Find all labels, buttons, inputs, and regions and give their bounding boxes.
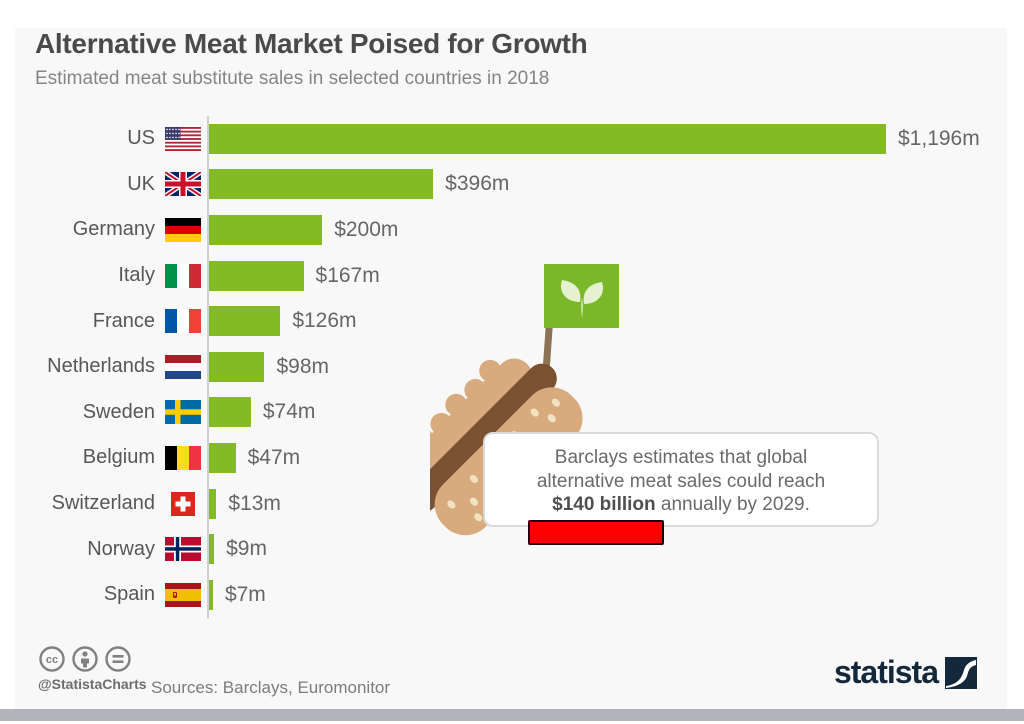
chart-row-ch: Switzerland $13m [15, 480, 1007, 527]
country-label: Switzerland [51, 492, 155, 515]
statista-logo-mark-icon [945, 656, 977, 689]
annotation-rest: annually by 2029. [655, 494, 810, 515]
creative-commons-icons: cc [38, 645, 132, 673]
bar [209, 169, 434, 200]
bar-cell: $13m [207, 480, 1007, 527]
flag-de-icon [165, 217, 201, 242]
chart-row-de: Germany $200m [15, 207, 1007, 253]
country-label: Spain [103, 583, 155, 606]
flag-uk-icon [165, 172, 201, 197]
country-label: UK [127, 172, 155, 195]
flag-no-icon [165, 537, 201, 562]
bar-cell: $74m [207, 389, 1007, 436]
value-label: $98m [276, 354, 329, 378]
bar [209, 488, 217, 519]
bar-cell: $396m [207, 161, 1007, 208]
flag-be-icon [165, 445, 201, 470]
flag-nl-icon [165, 354, 201, 379]
bar [209, 442, 236, 473]
flag-es-icon [165, 582, 201, 607]
infographic-canvas: Alternative Meat Market Poised for Growt… [15, 28, 1007, 709]
chart-row-es: Spain $7m [15, 571, 1007, 618]
value-label: $74m [262, 400, 316, 424]
bar-cell: $47m [207, 435, 1007, 481]
chart-row-fr: France $126m [15, 298, 1007, 344]
bar-chart: US $1,196m UK $396m Germany $200m Italy … [15, 116, 1007, 618]
statista-logo-text: statista [833, 654, 939, 690]
bar [209, 534, 215, 565]
flag-se-icon [165, 400, 201, 425]
bar-cell: $1,196m [207, 116, 1007, 162]
country-label: France [92, 309, 155, 332]
chart-row-uk: UK $396m [15, 161, 1007, 208]
value-label: $47m [247, 445, 301, 469]
value-label: $126m [292, 309, 357, 333]
value-label: $167m [315, 263, 380, 287]
annotation-bold: $140 billion [552, 494, 656, 515]
bar [209, 351, 265, 382]
bar-cell: $7m [207, 571, 1007, 618]
value-label: $1,196m [898, 126, 980, 150]
bar-cell: $9m [207, 526, 1007, 572]
bar-cell: $98m [207, 343, 1007, 390]
chart-row-se: Sweden $74m [15, 389, 1007, 436]
bar [209, 123, 886, 154]
flag-ch-icon [165, 491, 201, 516]
bar-cell: $167m [207, 252, 1007, 299]
hotdog-icon [430, 358, 583, 536]
chart-row-us: US $1,196m [15, 116, 1007, 162]
bottom-gray-bar [0, 709, 1024, 721]
value-label: $396m [445, 172, 510, 196]
bar-cell: $200m [207, 207, 1007, 253]
statista-charts-handle: @StatistaCharts [38, 676, 147, 692]
chart-title: Alternative Meat Market Poised for Growt… [35, 28, 588, 59]
value-label: $200m [334, 217, 399, 241]
value-label: $13m [228, 491, 281, 515]
value-label: $7m [224, 582, 266, 606]
cc-equal-icon [105, 646, 131, 672]
cc-license-icon: cc [39, 646, 65, 672]
cc-attribution-icon [72, 646, 98, 672]
bar [209, 397, 251, 428]
chart-row-it: Italy $167m [15, 252, 1007, 299]
flag-it-icon [165, 263, 201, 288]
hotdog-with-sprout-flag-illustration [430, 264, 619, 536]
red-redaction-box [528, 520, 664, 545]
chart-subtitle: Estimated meat substitute sales in selec… [35, 68, 550, 89]
country-label: Belgium [82, 446, 155, 469]
chart-row-no: Norway $9m [15, 526, 1007, 572]
annotation-line2: alternative meat sales could reach [536, 470, 826, 492]
bar [209, 306, 281, 337]
statista-logo: statista [834, 654, 977, 691]
sprout-flag-icon [544, 264, 619, 328]
bar [209, 260, 304, 291]
country-label: Germany [72, 218, 155, 241]
bar [209, 214, 323, 245]
country-label: Netherlands [47, 355, 155, 378]
country-label: Italy [118, 264, 155, 287]
annotation-box: Barclays estimates that global alternati… [483, 432, 879, 527]
chart-row-nl: Netherlands $98m [15, 343, 1007, 390]
annotation-line1: Barclays estimates that global [554, 447, 808, 468]
bar-cell: $126m [207, 298, 1007, 344]
country-label: US [127, 127, 155, 150]
country-label: Sweden [82, 400, 155, 423]
value-label: $9m [226, 537, 267, 561]
svg-text:cc: cc [46, 654, 58, 666]
bar [209, 579, 213, 610]
flag-fr-icon [165, 309, 201, 334]
chart-row-be: Belgium $47m [15, 435, 1007, 481]
country-label: Norway [87, 537, 155, 560]
sources-text: Sources: Barclays, Euromonitor [151, 678, 391, 697]
flag-us-icon [165, 126, 201, 151]
